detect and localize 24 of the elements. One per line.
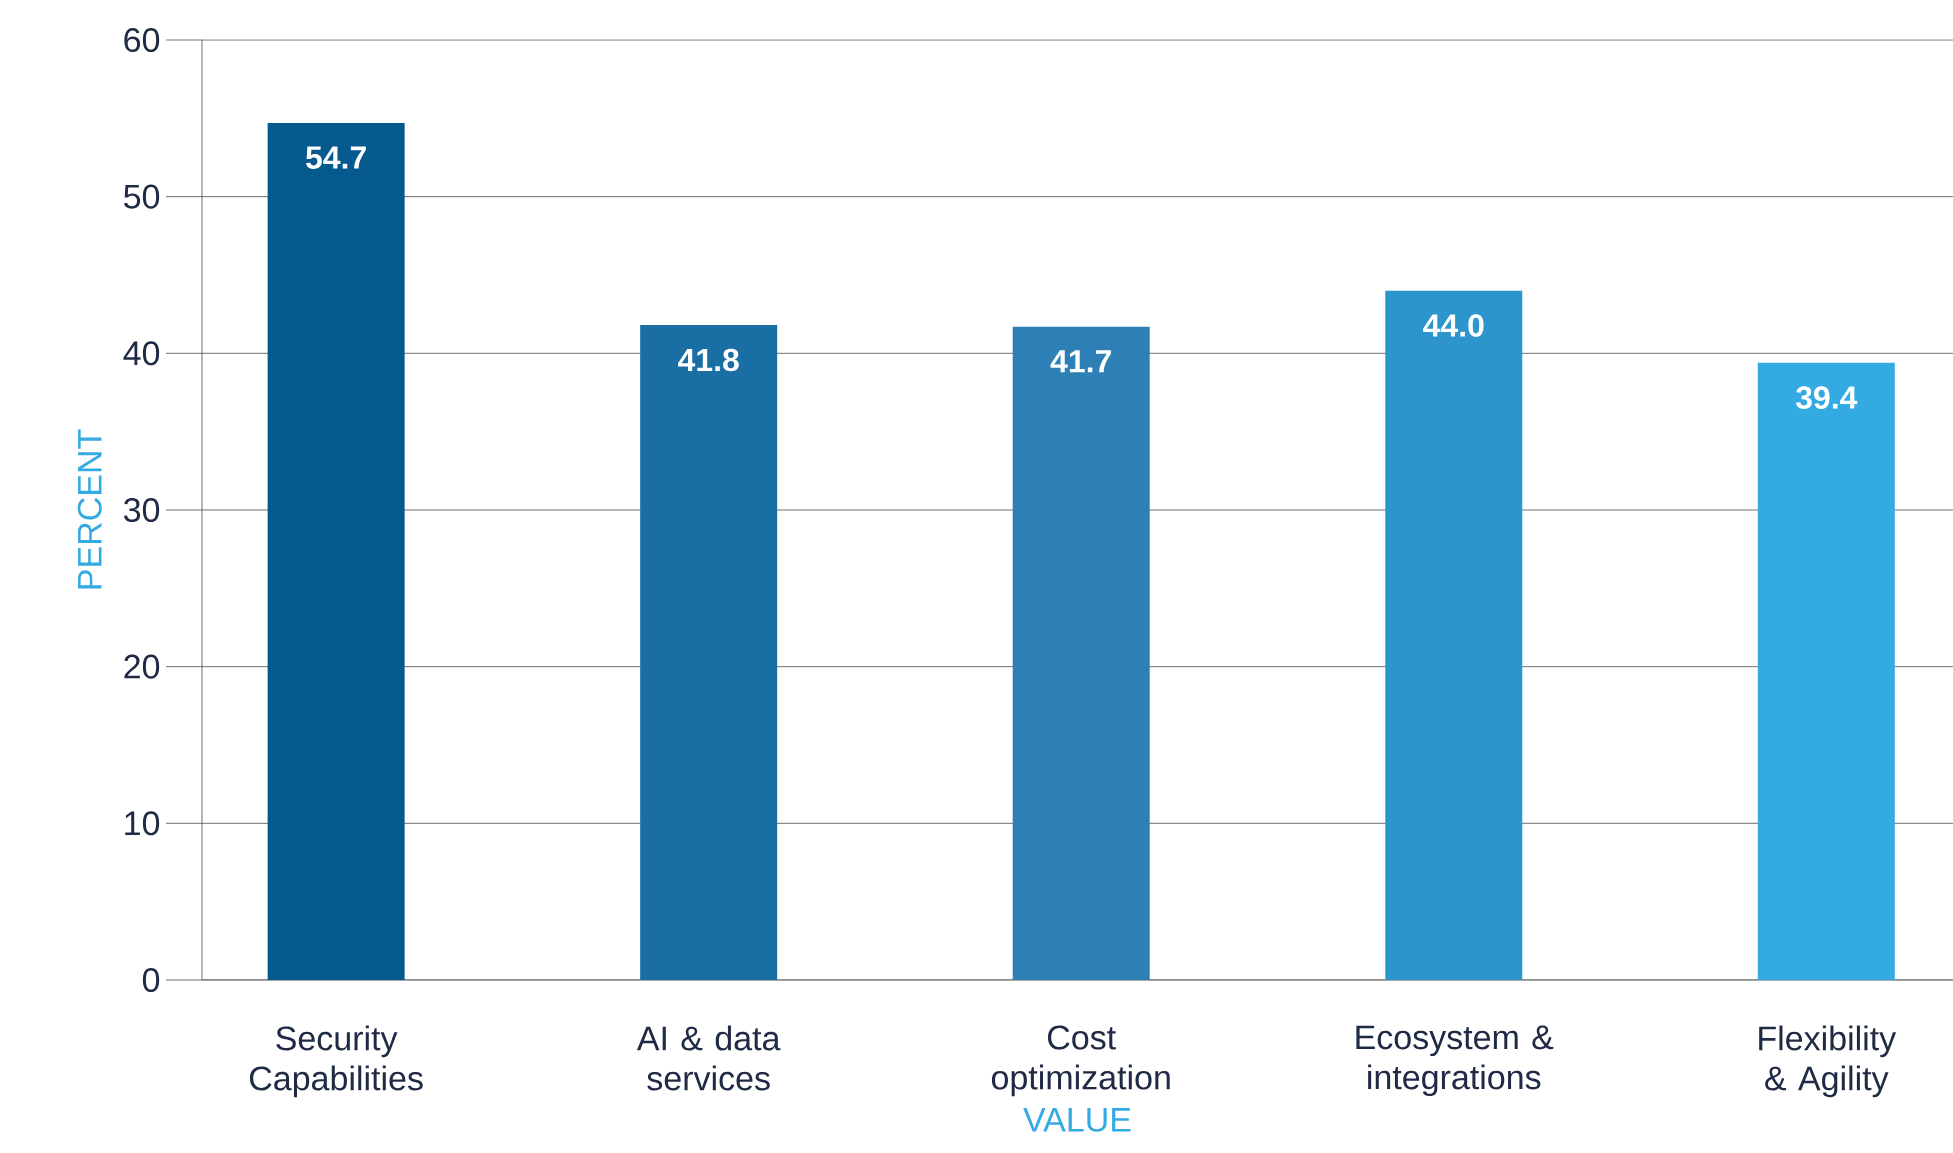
- x-tick-label: Cost optimization: [991, 1025, 1170, 1097]
- bar: [640, 325, 778, 980]
- data-label: 44.0: [1423, 314, 1484, 337]
- y-tick-label: 30: [123, 497, 160, 523]
- y-tick-label: 20: [124, 654, 160, 679]
- y-tick-label: 60: [124, 27, 160, 53]
- bar: [1385, 290, 1523, 980]
- y-axis-title: PERCENT: [77, 429, 102, 589]
- x-tick-label: Security Capabilities: [249, 1025, 423, 1098]
- data-label: 41.8: [678, 348, 739, 372]
- data-label: 41.7: [1050, 350, 1111, 373]
- bar: [1012, 326, 1150, 980]
- y-tick-label: 10: [125, 811, 160, 836]
- data-label: 39.4: [1795, 386, 1858, 409]
- bar: [1757, 362, 1895, 980]
- x-tick-label: Flexibility & Agility: [1759, 1025, 1897, 1098]
- x-tick-label: Ecosystem & integrations: [1356, 1025, 1554, 1097]
- y-tick-label: 0: [142, 967, 160, 993]
- data-label: 54.7: [305, 146, 366, 169]
- y-tick-label: 50: [124, 184, 160, 209]
- bar: [267, 123, 405, 980]
- x-axis-title: VALUE: [1023, 1108, 1131, 1132]
- y-tick-label: 40: [123, 341, 160, 366]
- x-tick-label: AI & data services: [636, 1025, 781, 1091]
